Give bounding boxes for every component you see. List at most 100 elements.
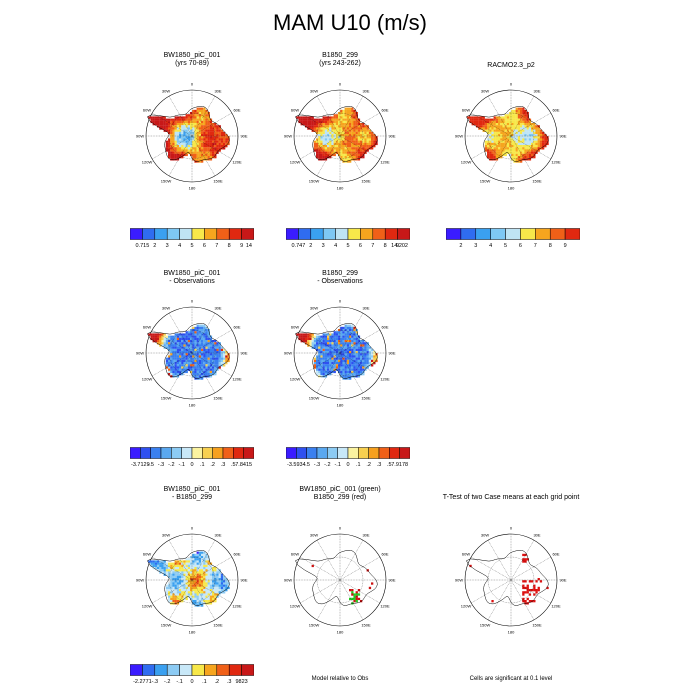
map-cell — [179, 564, 182, 568]
map-cell — [491, 123, 494, 126]
meridian-line — [510, 579, 535, 620]
map-cell — [360, 127, 363, 130]
panel-title-1: BW1850_piC_001 (yrs 70-89) — [102, 52, 282, 68]
map-cell — [190, 112, 193, 115]
colorbar-tick-label: 8 — [549, 243, 552, 249]
map-cell — [185, 145, 188, 148]
map-cell — [351, 158, 354, 161]
map-cell — [513, 147, 516, 150]
map-cell — [203, 560, 206, 563]
map-cell — [327, 366, 330, 369]
map-cell — [318, 156, 321, 159]
map-cell — [218, 362, 221, 365]
map-cell — [205, 573, 208, 576]
meridian-line — [339, 313, 364, 354]
map-cell — [218, 127, 221, 130]
map-cell — [214, 125, 217, 128]
map-cell — [209, 140, 213, 143]
map-cell — [318, 151, 321, 154]
polar-map-8: 0 30E 60E 90E 120E 150E 180 150W 120W 90W 60W 30W — [449, 518, 573, 642]
map-cell — [327, 131, 330, 135]
map-cell — [371, 142, 374, 146]
map-cell — [346, 107, 350, 110]
map-cell — [340, 134, 343, 137]
map-cell — [179, 586, 182, 590]
map-cell — [362, 145, 365, 148]
map-cell — [371, 359, 374, 363]
map-cell — [362, 368, 365, 371]
map-cell — [311, 344, 314, 347]
map-cell — [187, 123, 191, 126]
map-cell — [194, 556, 197, 559]
map-cell — [318, 123, 321, 126]
map-cell — [533, 145, 536, 148]
map-cell — [498, 136, 501, 139]
map-cell — [194, 333, 197, 336]
map-cell — [360, 125, 363, 128]
map-cell — [333, 366, 336, 369]
map-cell — [346, 129, 350, 132]
map-cell — [327, 153, 330, 157]
map-cell — [174, 127, 177, 130]
map-cell — [165, 359, 169, 363]
map-cell — [174, 575, 177, 579]
map-cell — [482, 120, 485, 124]
map-cell — [170, 151, 173, 154]
map-cell — [357, 136, 361, 139]
map-cell — [181, 591, 184, 594]
map-cell — [502, 123, 505, 126]
map-cell — [327, 370, 330, 374]
map-cell — [205, 329, 208, 332]
map-cell — [194, 593, 197, 596]
map-cell — [190, 591, 193, 594]
map-cell — [526, 589, 529, 592]
map-cell — [196, 558, 199, 561]
map-cell — [194, 571, 197, 574]
map-cell — [316, 335, 319, 338]
map-cell — [346, 342, 350, 345]
map-cell — [174, 569, 177, 572]
map-cell — [489, 142, 492, 146]
map-cell — [340, 326, 343, 330]
map-cell — [526, 118, 529, 121]
map-cell — [357, 373, 361, 376]
map-cell — [498, 156, 501, 159]
map-cell — [172, 597, 175, 601]
map-cell — [203, 366, 206, 369]
map-cell — [504, 114, 507, 117]
map-cell — [338, 149, 341, 152]
map-cell — [157, 116, 160, 119]
map-cell — [513, 116, 516, 119]
map-cell — [346, 138, 350, 141]
map-cell — [537, 140, 540, 143]
map-cell — [357, 127, 361, 130]
map-cell — [223, 591, 226, 594]
map-cell — [205, 142, 208, 146]
map-cell — [161, 344, 164, 347]
map-cell — [205, 595, 208, 598]
map-cell — [214, 355, 217, 358]
map-cell — [205, 333, 208, 336]
map-cell — [172, 125, 175, 128]
map-cell — [509, 140, 512, 143]
map-cell — [225, 578, 228, 581]
map-cell — [187, 591, 191, 594]
map-cell — [511, 158, 514, 161]
panel-footnote-7: Model relative to Obs — [311, 676, 369, 682]
map-cell — [360, 340, 363, 343]
map-cell — [203, 375, 206, 378]
map-cell — [331, 335, 334, 338]
longitude-label: 120E — [380, 159, 390, 164]
longitude-label: 60W — [143, 324, 151, 329]
map-cell — [517, 138, 521, 141]
map-cell — [216, 129, 219, 132]
map-cell — [526, 586, 529, 590]
map-cell — [487, 140, 490, 143]
map-cell — [342, 123, 345, 126]
map-cell — [179, 333, 182, 336]
map-cell — [489, 131, 492, 135]
panel-title-line1: BW1850_piC_001 — [163, 486, 221, 493]
map-cell — [183, 562, 186, 565]
map-cell — [351, 364, 354, 367]
map-cell — [324, 140, 328, 143]
